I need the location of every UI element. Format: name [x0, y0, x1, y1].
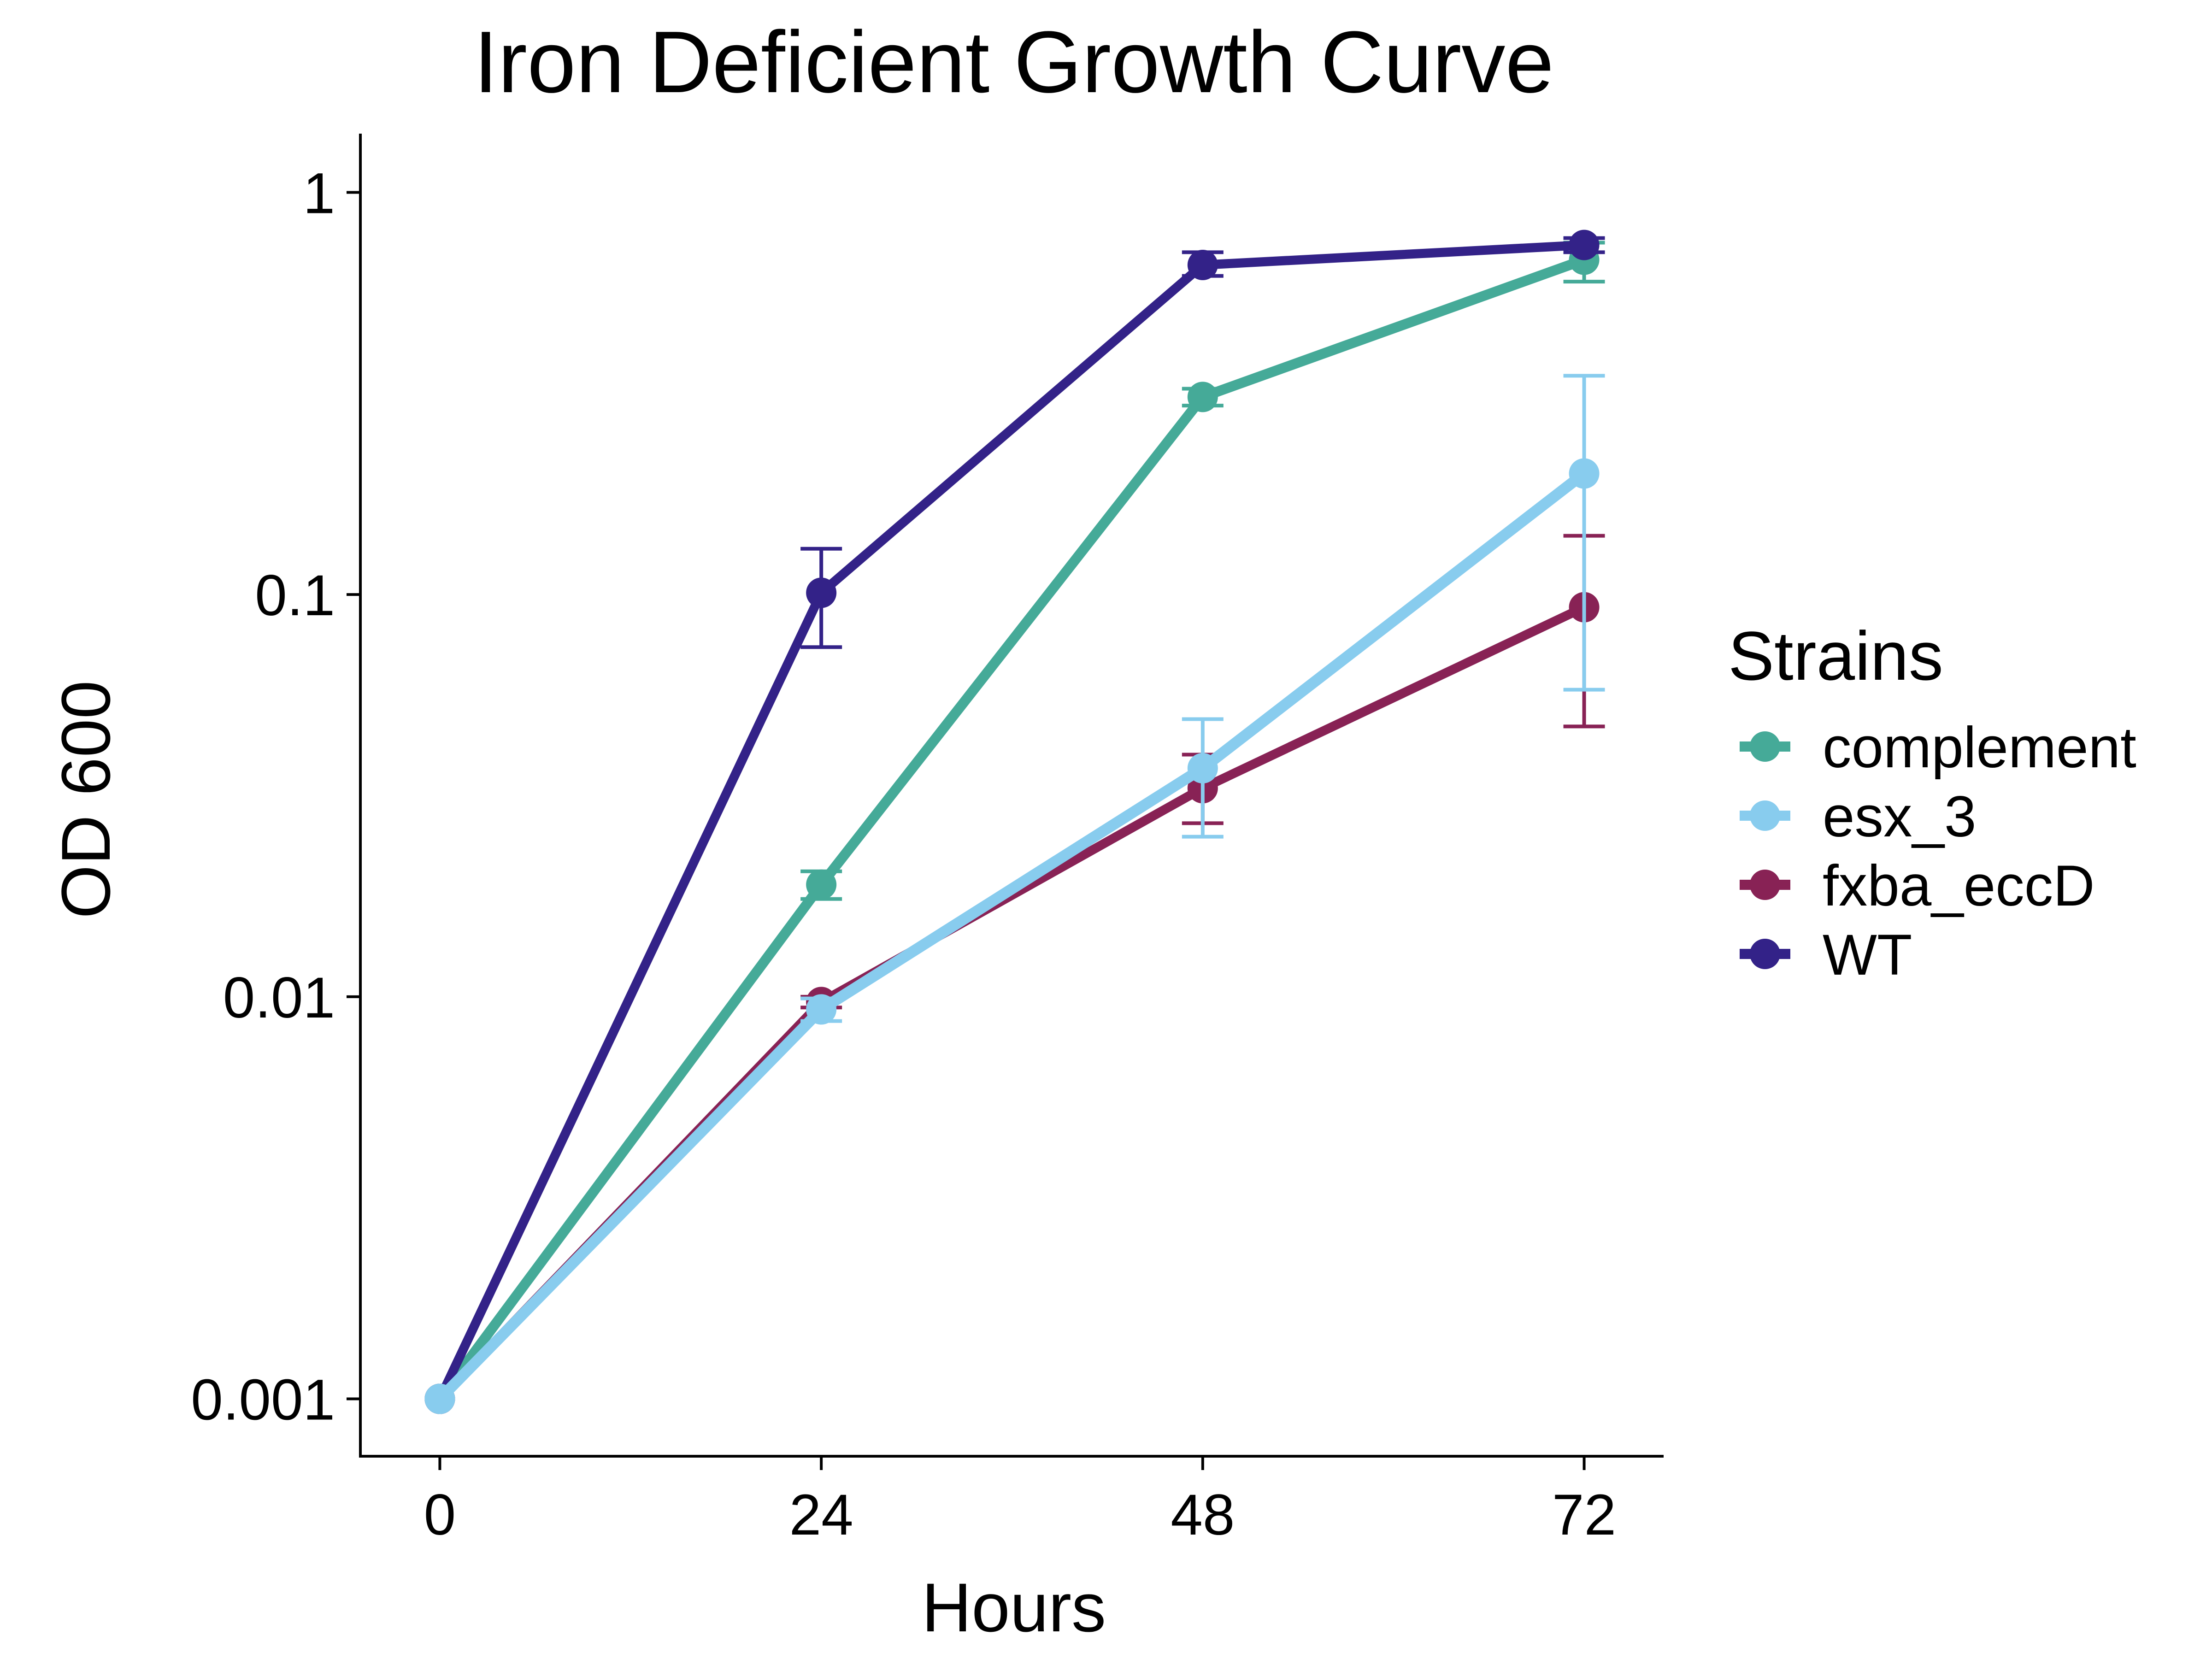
data-point: [1187, 753, 1218, 783]
data-point: [1187, 249, 1218, 280]
legend-item-WT: WT: [1740, 923, 1912, 987]
data-point: [1569, 229, 1600, 260]
x-axis-ticks: 0 24 48 72: [424, 1456, 1616, 1547]
data-point: [806, 577, 837, 608]
series-fxba_eccD: [424, 534, 1605, 1414]
x-tick-label: 48: [1171, 1483, 1235, 1547]
data-point: [424, 1383, 455, 1414]
series-line: [434, 468, 1590, 1405]
legend-key-point: [1750, 731, 1780, 762]
data-point: [1569, 458, 1600, 489]
data-point: [806, 994, 837, 1025]
plot-area: [424, 229, 1605, 1414]
legend-title: Strains: [1728, 617, 1943, 694]
series-esx_3: [424, 374, 1605, 1414]
data-point: [1187, 382, 1218, 412]
x-tick-label: 72: [1552, 1483, 1616, 1547]
data-point: [806, 869, 837, 900]
legend-label: esx_3: [1823, 785, 1977, 849]
y-axis-ticks: 0.001 0.01 0.1 1: [191, 162, 360, 1432]
series-WT: [424, 229, 1605, 1414]
legend-key-point: [1750, 870, 1780, 900]
chart-title: Iron Deficient Growth Curve: [474, 13, 1554, 111]
legend-label: fxba_eccD: [1823, 854, 2095, 918]
legend-item-complement: complement: [1740, 716, 2136, 780]
legend-key-point: [1750, 939, 1780, 969]
legend-item-esx_3: esx_3: [1740, 785, 1977, 849]
x-tick-label: 0: [424, 1483, 456, 1547]
x-tick-label: 24: [789, 1483, 853, 1547]
series-line: [435, 254, 1589, 1404]
y-tick-label: 0.001: [191, 1368, 335, 1432]
series-line: [435, 240, 1589, 1404]
x-axis-title: Hours: [922, 1569, 1106, 1646]
y-tick-label: 0.1: [255, 564, 335, 628]
y-tick-label: 1: [303, 162, 335, 226]
series-line: [435, 602, 1589, 1404]
y-axis-title: OD 600: [47, 681, 124, 919]
y-tick-label: 0.01: [223, 966, 335, 1030]
legend-label: complement: [1823, 716, 2136, 780]
legend-item-fxba_eccD: fxba_eccD: [1740, 854, 2095, 918]
legend-label: WT: [1823, 923, 1912, 987]
legend-key-point: [1750, 800, 1780, 831]
error-bar: [1563, 374, 1605, 692]
